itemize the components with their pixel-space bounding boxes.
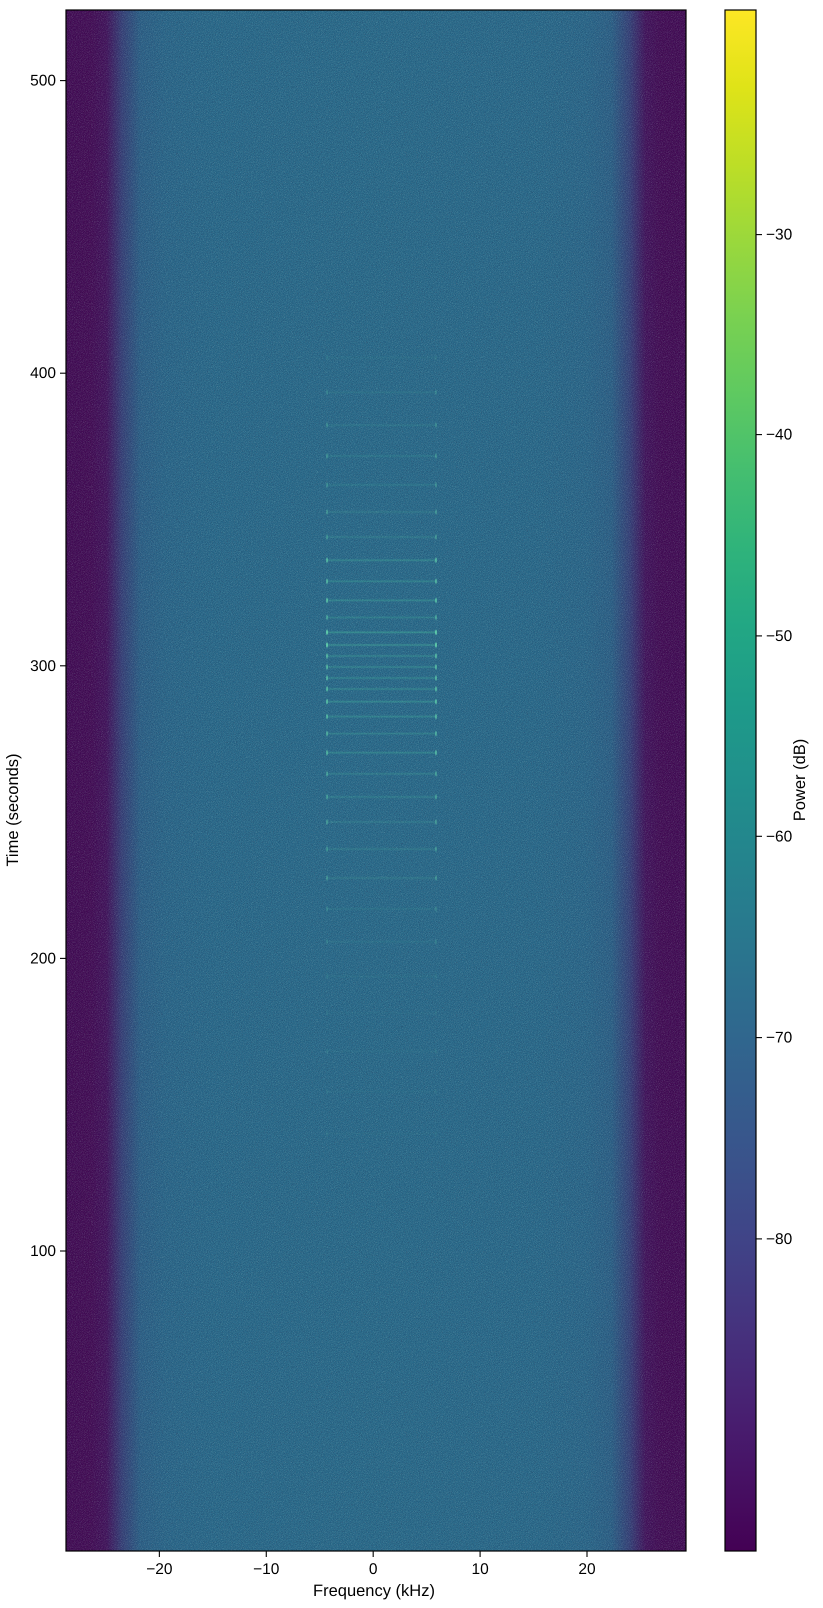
svg-text:−70: −70 [766,1030,793,1047]
svg-text:Frequency (kHz): Frequency (kHz) [313,1582,435,1600]
svg-text:−50: −50 [766,628,793,645]
svg-text:−30: −30 [766,227,793,244]
svg-text:100: 100 [30,1243,56,1260]
svg-text:400: 400 [30,365,56,382]
svg-text:20: 20 [578,1561,596,1578]
svg-text:−40: −40 [766,427,793,444]
svg-text:−20: −20 [146,1561,173,1578]
svg-text:−80: −80 [766,1231,793,1248]
svg-text:10: 10 [471,1561,489,1578]
svg-text:Power (dB): Power (dB) [791,739,809,822]
svg-text:−10: −10 [253,1561,280,1578]
svg-text:500: 500 [30,73,56,90]
svg-text:300: 300 [30,658,56,675]
svg-text:200: 200 [30,950,56,967]
svg-text:−60: −60 [766,828,793,845]
svg-text:Time (seconds): Time (seconds) [4,753,22,866]
svg-text:0: 0 [369,1561,378,1578]
